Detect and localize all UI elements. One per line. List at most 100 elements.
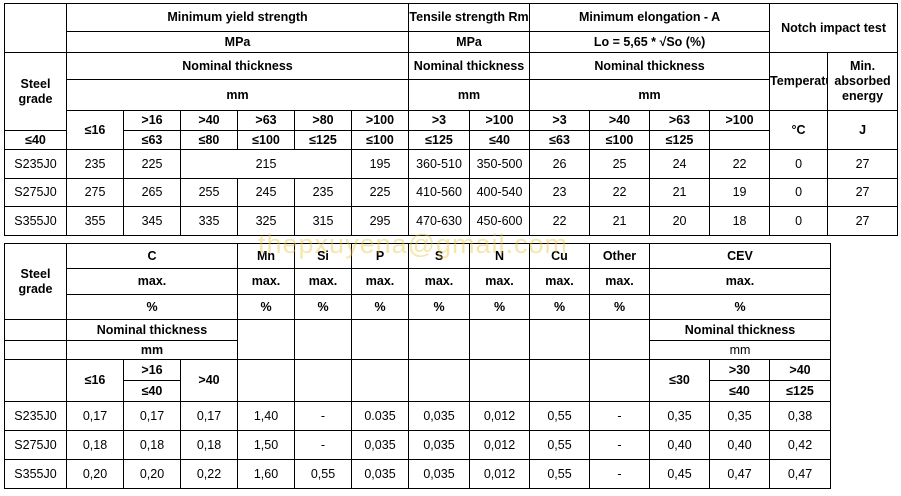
- value-cell: -: [589, 430, 650, 460]
- temperature-unit: °C: [769, 110, 829, 150]
- value-cell: 0,22: [180, 459, 238, 489]
- value-cell: 27: [827, 149, 899, 179]
- value-cell-merged: 215: [180, 149, 352, 179]
- c-pct: %: [66, 294, 238, 320]
- tensile-mm-unit: mm: [408, 79, 531, 111]
- steel-grade-header: Steel grade: [4, 52, 67, 131]
- yield-mm-unit: mm: [65, 79, 410, 111]
- value-cell: 0,47: [768, 459, 832, 489]
- value-cell: 0,47: [709, 459, 770, 489]
- tensile-strength-header: Tensile strength Rm: [408, 3, 531, 32]
- value-cell: 0,35: [709, 401, 770, 431]
- c-range-3: >40: [180, 359, 238, 402]
- value-cell: 0: [769, 206, 829, 236]
- grade-blank: [4, 359, 67, 402]
- element-cu-header: Cu: [529, 243, 590, 269]
- blank-cell: [529, 359, 590, 402]
- blank-cell: [237, 359, 295, 402]
- value-cell: 1,50: [237, 430, 295, 460]
- value-cell: 1,60: [237, 459, 295, 489]
- value-cell: 0,55: [529, 401, 590, 431]
- element-mn-header: Mn: [237, 243, 295, 269]
- value-cell: 0,17: [66, 401, 124, 431]
- yield-range-5-top: >80: [294, 110, 352, 131]
- yield-range-4-top: >63: [237, 110, 295, 131]
- blank-cell: [589, 359, 650, 402]
- n-pct: %: [469, 294, 530, 320]
- value-cell: 21: [589, 206, 651, 236]
- blank-cell: [237, 319, 295, 360]
- cu-pct: %: [529, 294, 590, 320]
- table-row: S235J0 235 225 215 195 360-510 350-500 2…: [4, 149, 899, 179]
- value-cell: 0.035: [351, 401, 409, 431]
- s-max: max.: [408, 268, 470, 295]
- value-cell: 0,42: [768, 430, 832, 460]
- value-cell: 25: [589, 149, 651, 179]
- value-cell: 335: [180, 206, 238, 236]
- cev-range-3-top: >40: [768, 359, 832, 381]
- value-cell: 23: [529, 178, 591, 207]
- p-max: max.: [351, 268, 409, 295]
- si-pct: %: [294, 294, 352, 320]
- si-max: max.: [294, 268, 352, 295]
- grade-cell: S235J0: [4, 401, 67, 431]
- value-cell: 325: [237, 206, 295, 236]
- value-cell: 0,40: [649, 430, 710, 460]
- yield-range-3-top: >40: [180, 110, 238, 131]
- mn-max: max.: [237, 268, 295, 295]
- mechanical-properties-table: Minimum yield strength Tensile strength …: [4, 3, 899, 236]
- value-cell: 0,20: [66, 459, 124, 489]
- value-cell: 26: [529, 149, 591, 179]
- mn-pct: %: [237, 294, 295, 320]
- cev-range-1: ≤30: [649, 359, 710, 402]
- elong-range-4-top: >100: [709, 110, 771, 131]
- absorbed-energy-header: Min. absorbed energy: [827, 52, 899, 111]
- value-cell: 0: [769, 149, 829, 179]
- value-cell: 18: [709, 206, 771, 236]
- blank-cell: [529, 319, 590, 360]
- value-cell: 0,012: [469, 459, 530, 489]
- elong-range-2-bottom: ≤63: [529, 130, 591, 150]
- value-cell: 345: [123, 206, 181, 236]
- yield-range-4-bottom: ≤80: [180, 130, 238, 150]
- c-range-2-top: >16: [123, 359, 181, 381]
- value-cell: 27: [827, 206, 899, 236]
- other-pct: %: [589, 294, 650, 320]
- value-cell: 315: [294, 206, 352, 236]
- cev-nominal-thickness: Nominal thickness: [648, 319, 832, 341]
- elong-range-1-bottom: ≤40: [469, 130, 531, 150]
- blank-cell: [294, 359, 352, 402]
- notch-impact-header: Notch impact test: [769, 3, 899, 53]
- value-cell: 21: [649, 178, 711, 207]
- element-si-header: Si: [294, 243, 352, 269]
- value-cell: 235: [66, 149, 124, 179]
- value-cell: 0,40: [709, 430, 770, 460]
- blank-cell: [351, 319, 409, 360]
- value-cell: 27: [827, 178, 899, 207]
- cev-max: max.: [648, 268, 832, 295]
- elongation-header: Minimum elongation - A: [529, 3, 771, 32]
- c-range-1: ≤16: [66, 359, 124, 402]
- cev-range-3-bottom: ≤125: [768, 380, 832, 402]
- element-other-header: Other: [589, 243, 650, 269]
- table-row: S355J0 355 345 335 325 315 295 470-630 4…: [4, 206, 899, 236]
- yield-range-2-top: >16: [123, 110, 181, 131]
- steel-grade-header: Steel grade: [4, 243, 67, 320]
- value-cell: 410-560: [408, 178, 471, 207]
- cev-mm-unit: mm: [648, 340, 832, 360]
- temperature-header: Temperature: [769, 52, 829, 111]
- blank-cell: [351, 359, 409, 402]
- value-cell: 0,45: [649, 459, 710, 489]
- table-row: S275J0 275 265 255 245 235 225 410-560 4…: [4, 178, 899, 207]
- other-max: max.: [589, 268, 650, 295]
- value-cell: 265: [123, 178, 181, 207]
- grade-cell: S355J0: [4, 206, 67, 236]
- cu-max: max.: [529, 268, 590, 295]
- blank-cell: [469, 319, 530, 360]
- value-cell: 24: [649, 149, 711, 179]
- element-n-header: N: [469, 243, 530, 269]
- value-cell: 22: [709, 149, 771, 179]
- grade-cell: S275J0: [4, 178, 67, 207]
- value-cell: 22: [589, 178, 651, 207]
- tensile-range-2-top: >100: [469, 110, 531, 131]
